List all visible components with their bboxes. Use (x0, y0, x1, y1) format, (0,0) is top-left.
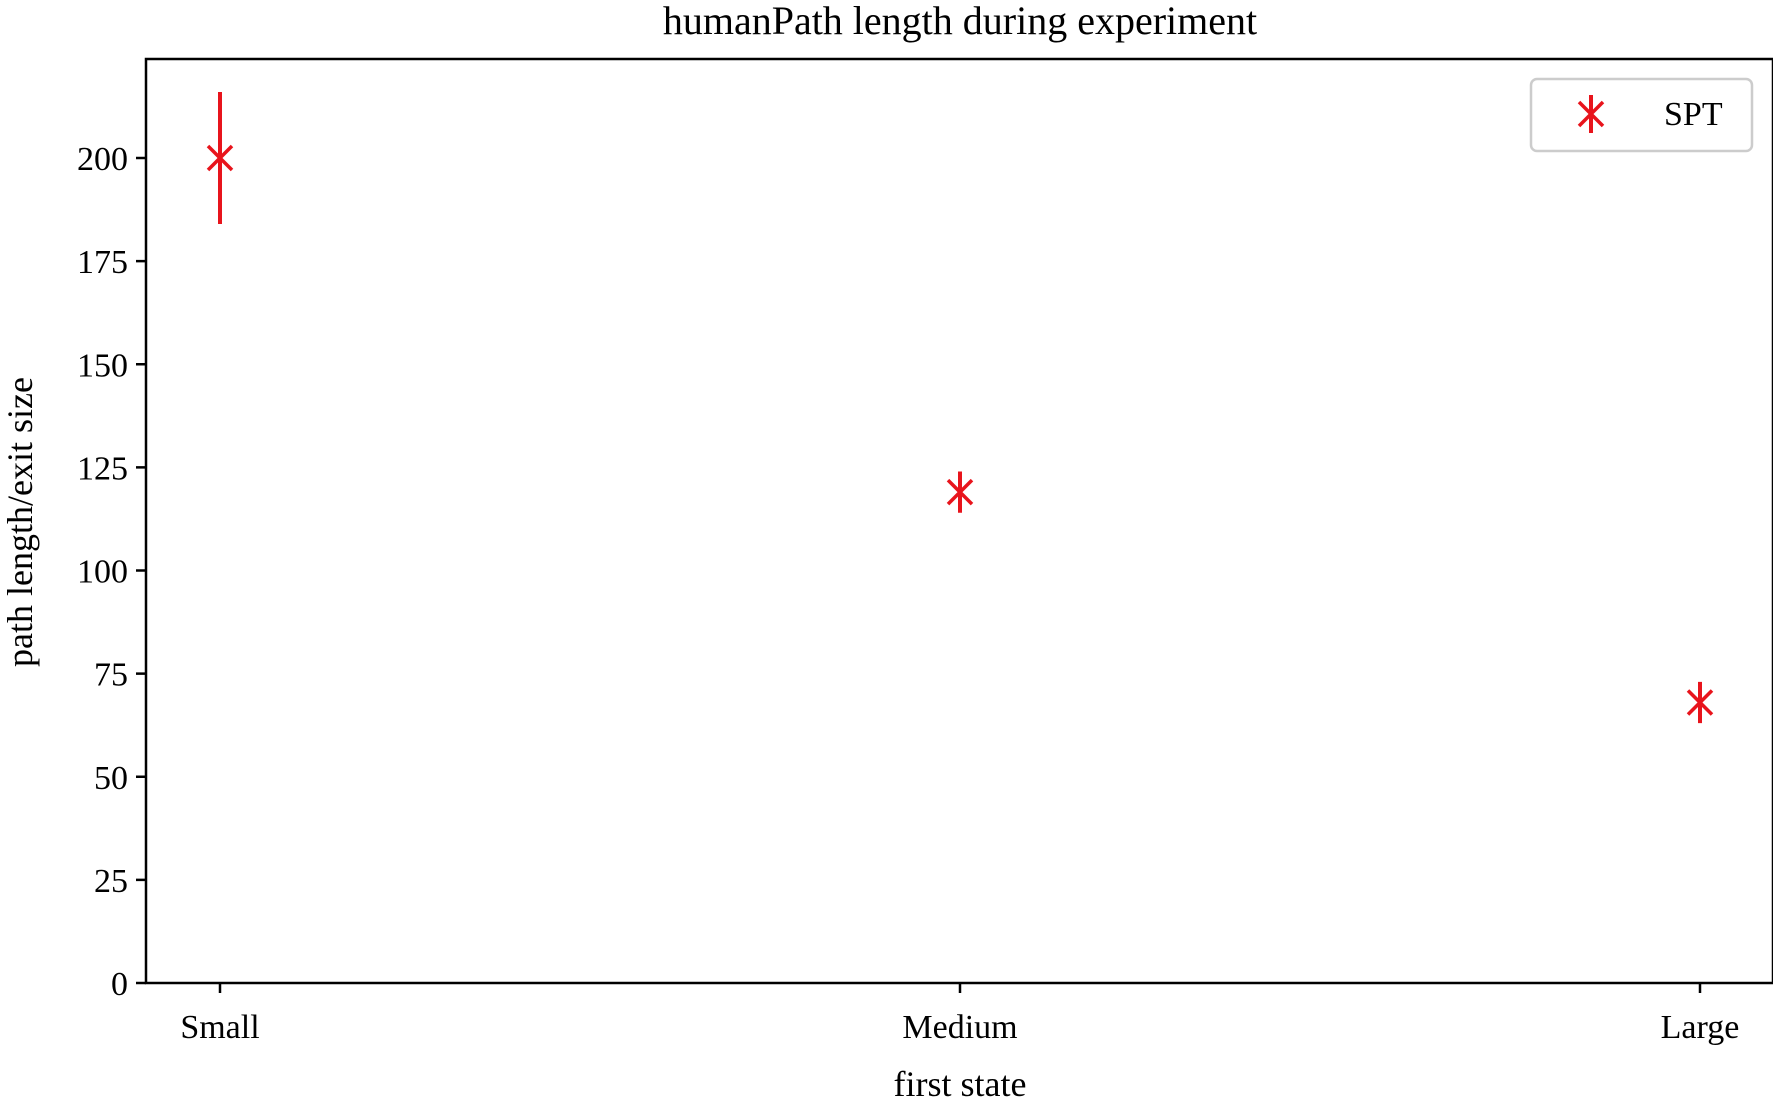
point-large (1686, 689, 1714, 716)
y-axis-label: path length/exit size (0, 377, 40, 667)
point-large-stroke-b (1686, 689, 1714, 716)
x-axis: Small Medium Large (180, 983, 1739, 1046)
y-tick-label-100: 100 (77, 554, 128, 591)
y-tick-label-150: 150 (77, 347, 128, 384)
data-marks (206, 92, 1714, 724)
x-tick-label-large: Large (1661, 1009, 1740, 1046)
chart-title: humanPath length during experiment (663, 0, 1257, 43)
legend-marker-x (1577, 100, 1605, 128)
y-tick-label-75: 75 (94, 657, 128, 694)
x-axis-label: first state (894, 1064, 1027, 1104)
y-tick-label-25: 25 (94, 863, 128, 900)
y-axis: 0 25 50 75 100 125 150 175 200 (77, 141, 146, 1003)
legend-box (1529, 77, 1754, 153)
point-small-stroke-b (206, 144, 234, 172)
point-medium-stroke-b (946, 478, 974, 506)
legend-label-spt: SPT (1664, 96, 1723, 133)
y-tick-label-50: 50 (94, 760, 128, 797)
y-tick-label-175: 175 (77, 244, 128, 281)
legend: SPT (1529, 77, 1754, 153)
legend-marker-x-stroke-b (1577, 100, 1605, 128)
plot-area (144, 57, 1773, 985)
y-tick-label-0: 0 (111, 966, 128, 1003)
point-medium (946, 478, 974, 506)
legend-marker-spt (1577, 95, 1605, 133)
y-tick-label-200: 200 (77, 141, 128, 178)
y-tick-label-125: 125 (77, 450, 128, 487)
x-tick-label-small: Small (180, 1009, 259, 1046)
point-small (206, 144, 234, 172)
x-tick-label-medium: Medium (902, 1009, 1017, 1046)
